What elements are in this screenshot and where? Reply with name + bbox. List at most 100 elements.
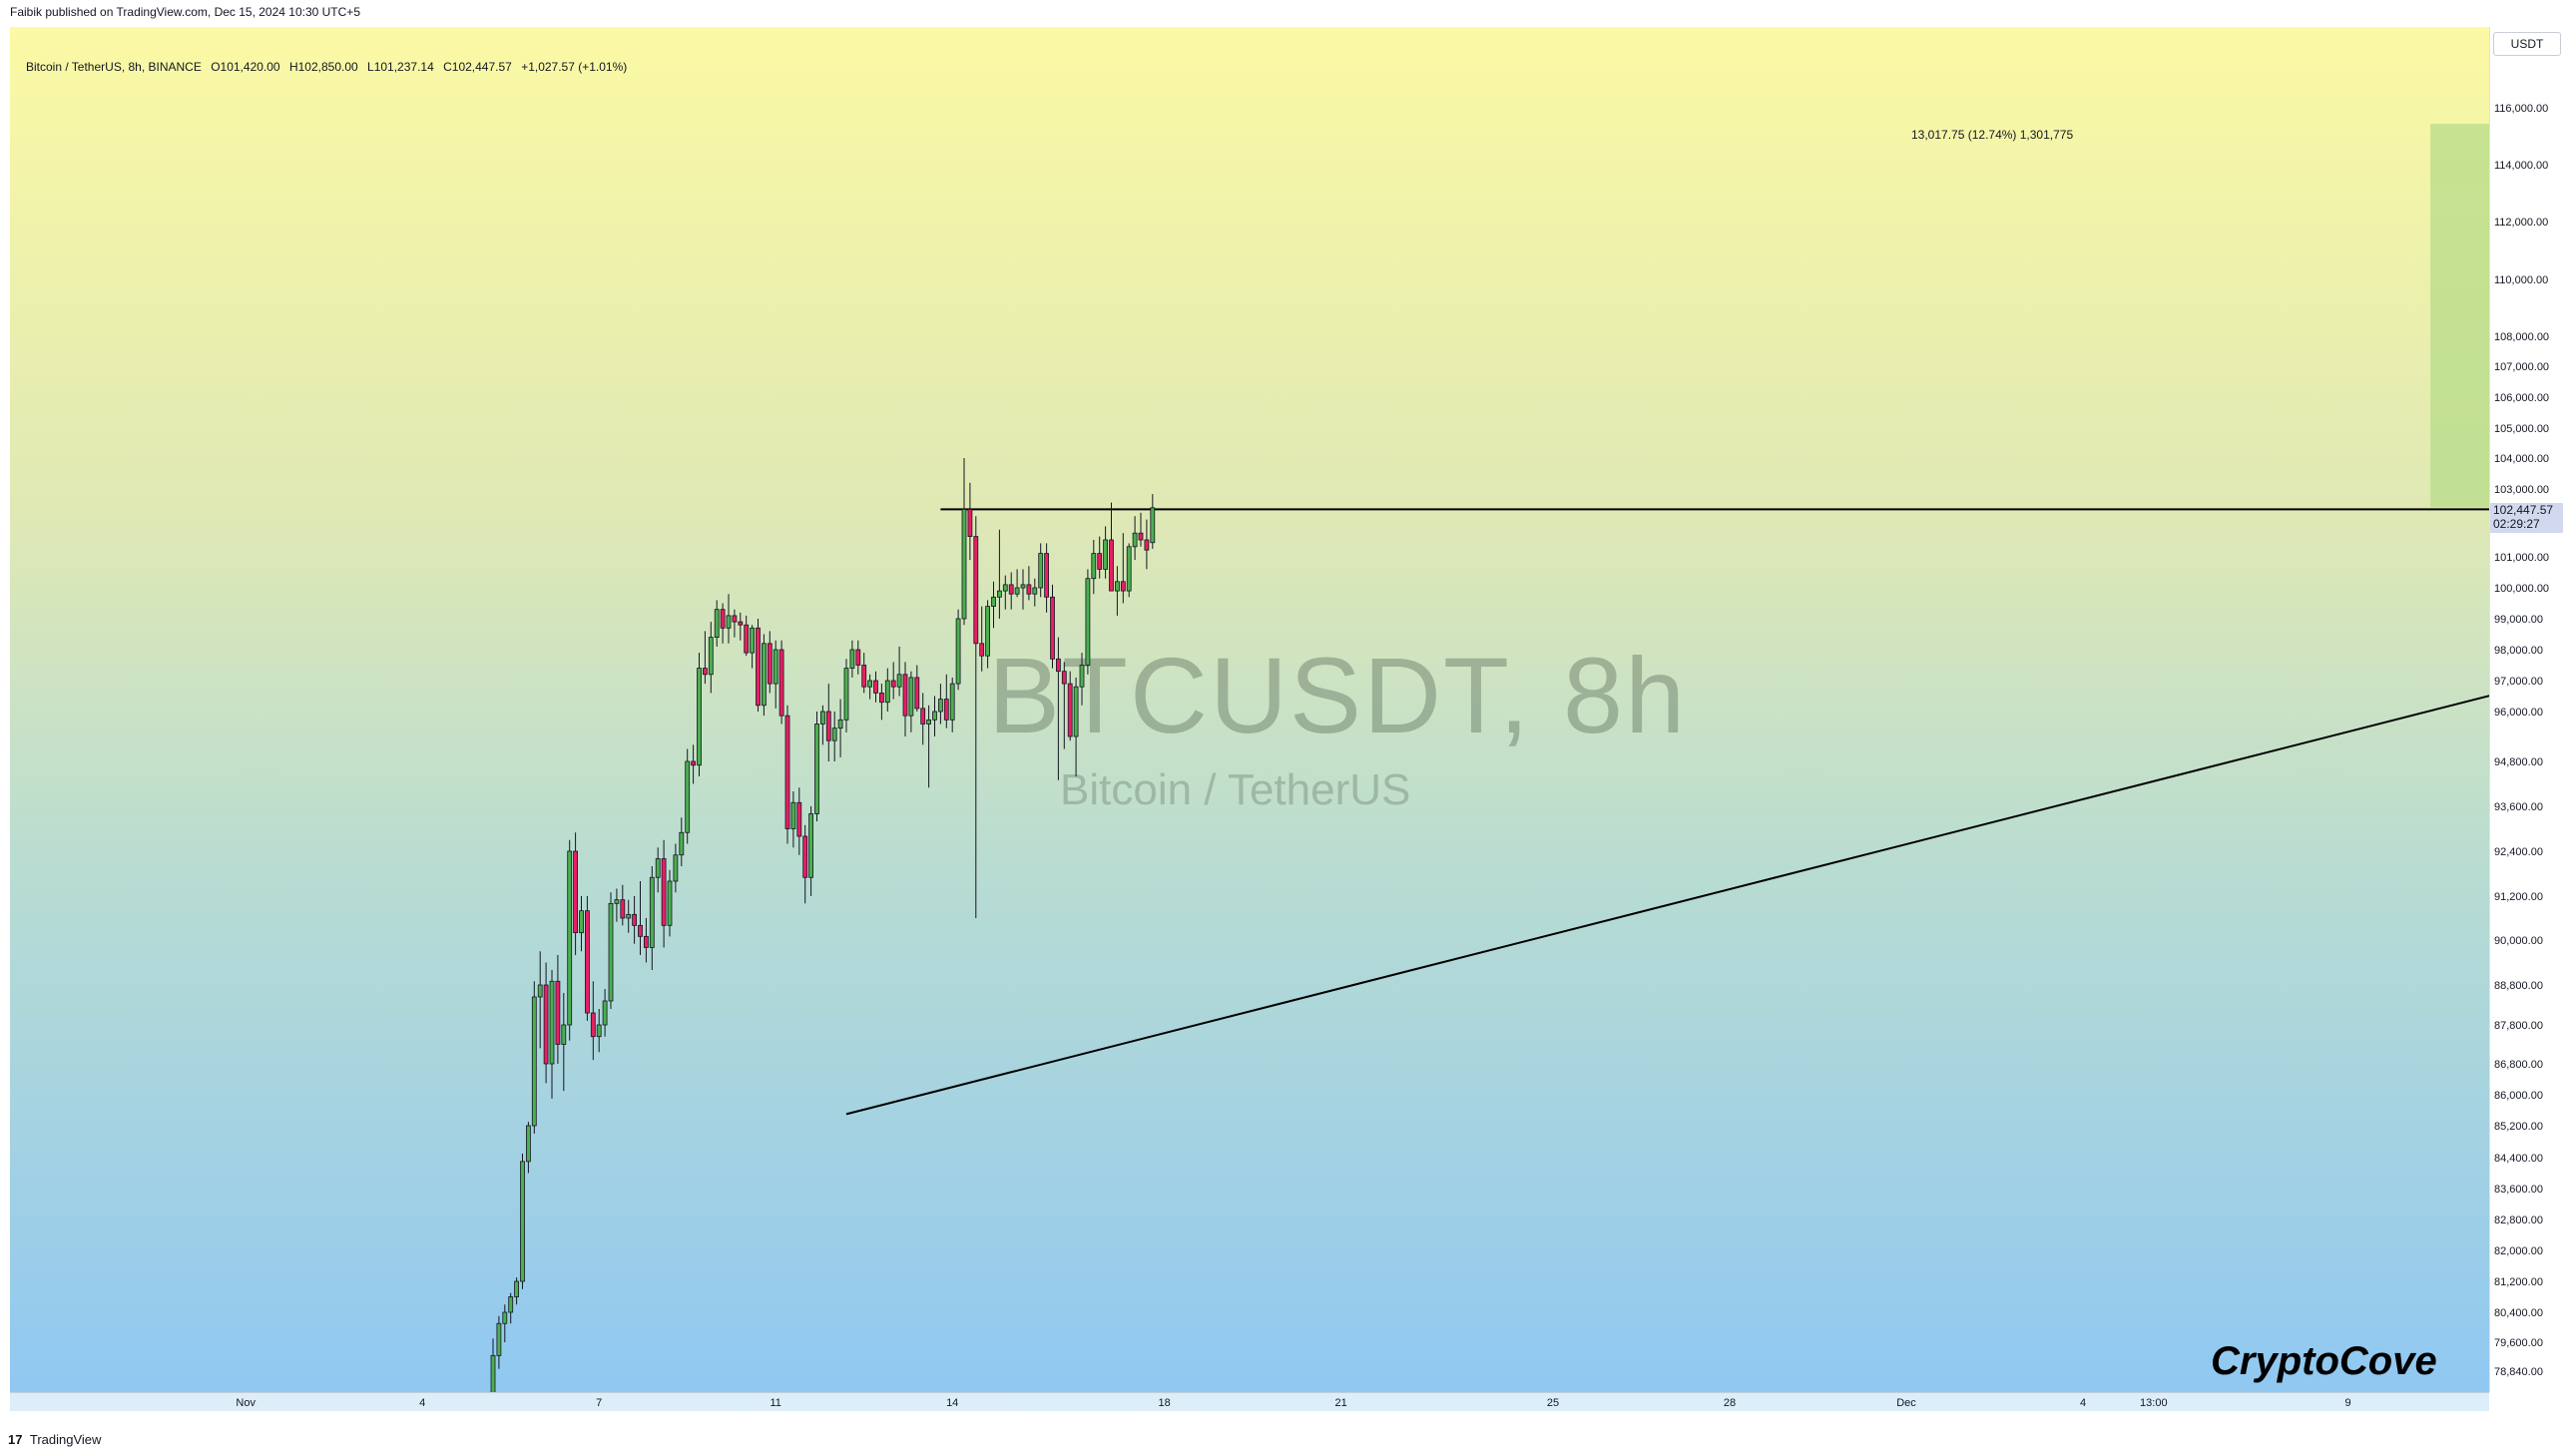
candle[interactable] <box>926 705 931 788</box>
candle[interactable] <box>685 748 691 844</box>
candle[interactable] <box>784 705 790 844</box>
candle[interactable] <box>1032 578 1038 607</box>
candle[interactable] <box>884 668 890 712</box>
support-trendline[interactable] <box>845 620 2489 1116</box>
candle[interactable] <box>790 791 796 848</box>
candle[interactable] <box>879 684 884 721</box>
candle[interactable] <box>567 839 573 1041</box>
candle[interactable] <box>943 674 949 728</box>
target-zone[interactable] <box>2430 123 2489 508</box>
candle[interactable] <box>861 653 867 694</box>
candle[interactable] <box>691 744 696 784</box>
candle[interactable] <box>614 888 620 922</box>
candle[interactable] <box>1079 653 1085 706</box>
candle[interactable] <box>732 609 738 638</box>
candle[interactable] <box>1109 502 1114 592</box>
candle[interactable] <box>867 674 872 700</box>
candle[interactable] <box>1073 677 1079 776</box>
candle[interactable] <box>932 696 937 737</box>
candle[interactable] <box>649 866 655 970</box>
candle[interactable] <box>508 1292 514 1324</box>
candle[interactable] <box>843 659 849 732</box>
candle[interactable] <box>837 699 843 757</box>
candle[interactable] <box>579 896 584 952</box>
candle[interactable] <box>514 1277 520 1305</box>
candle[interactable] <box>908 671 914 732</box>
candle[interactable] <box>756 619 761 712</box>
candle[interactable] <box>1026 566 1032 601</box>
candle[interactable] <box>849 640 855 678</box>
candle[interactable] <box>778 640 784 725</box>
candle[interactable] <box>979 606 985 672</box>
candle[interactable] <box>703 631 708 685</box>
candle[interactable] <box>938 684 943 725</box>
candle[interactable] <box>1044 543 1049 613</box>
candle[interactable] <box>585 896 590 1021</box>
candle[interactable] <box>1120 533 1126 604</box>
candle[interactable] <box>738 612 744 641</box>
candle[interactable] <box>502 1304 508 1342</box>
candle[interactable] <box>750 625 755 669</box>
candle[interactable] <box>808 806 813 896</box>
candle[interactable] <box>802 824 808 904</box>
candle[interactable] <box>537 951 543 1049</box>
candle[interactable] <box>726 594 732 644</box>
candle[interactable] <box>596 1009 602 1053</box>
candle[interactable] <box>896 646 902 697</box>
candle[interactable] <box>1097 536 1103 579</box>
candle[interactable] <box>590 981 596 1061</box>
candle[interactable] <box>697 653 702 776</box>
candle[interactable] <box>655 847 661 893</box>
candle[interactable] <box>902 662 908 736</box>
price-axis[interactable]: 116,000.00 114,000.00 112,000.00 110,000.00… <box>2489 27 2575 1392</box>
candle[interactable] <box>496 1315 502 1369</box>
candle[interactable] <box>1144 519 1150 570</box>
candle[interactable] <box>772 640 778 709</box>
candle[interactable] <box>820 705 825 745</box>
candle[interactable] <box>1056 637 1061 780</box>
chart-pane[interactable]: Bitcoin / TetherUS, 8h, BINANCE O101,420… <box>10 27 2489 1392</box>
candle[interactable] <box>708 622 714 694</box>
candle[interactable] <box>626 899 632 933</box>
candle[interactable] <box>890 662 896 700</box>
candle[interactable] <box>561 993 567 1092</box>
candle[interactable] <box>855 640 861 675</box>
candle[interactable] <box>873 671 878 703</box>
candle[interactable] <box>573 832 578 955</box>
candle[interactable] <box>1020 569 1026 610</box>
candle[interactable] <box>1115 566 1120 616</box>
candle[interactable] <box>520 1154 525 1289</box>
candle[interactable] <box>1126 543 1132 598</box>
candle[interactable] <box>796 787 802 855</box>
candle[interactable] <box>667 869 673 937</box>
candle[interactable] <box>997 529 1002 619</box>
candle[interactable] <box>638 881 643 955</box>
candle[interactable] <box>825 684 831 761</box>
candle[interactable] <box>1067 671 1073 741</box>
candle[interactable] <box>679 817 685 866</box>
candle[interactable] <box>985 600 990 669</box>
candle[interactable] <box>767 631 772 694</box>
candle[interactable] <box>973 516 979 918</box>
candle[interactable] <box>543 962 549 1084</box>
candle[interactable] <box>555 955 561 1064</box>
candle[interactable] <box>831 712 837 761</box>
candlestick-plot[interactable] <box>10 27 2489 1392</box>
candle[interactable] <box>714 600 720 647</box>
candle[interactable] <box>1138 512 1144 547</box>
candle[interactable] <box>620 884 626 926</box>
candle[interactable] <box>762 634 767 717</box>
candle[interactable] <box>1061 662 1067 749</box>
candle[interactable] <box>531 981 537 1134</box>
candle[interactable] <box>1103 526 1108 579</box>
candle[interactable] <box>1014 569 1020 598</box>
candle[interactable] <box>1038 543 1044 598</box>
candle[interactable] <box>490 1338 496 1392</box>
candle[interactable] <box>661 839 667 948</box>
candle[interactable] <box>602 989 608 1037</box>
candle[interactable] <box>955 609 961 691</box>
candle[interactable] <box>632 896 637 944</box>
candle[interactable] <box>949 677 955 732</box>
candle[interactable] <box>673 843 679 893</box>
candle[interactable] <box>549 970 555 1099</box>
